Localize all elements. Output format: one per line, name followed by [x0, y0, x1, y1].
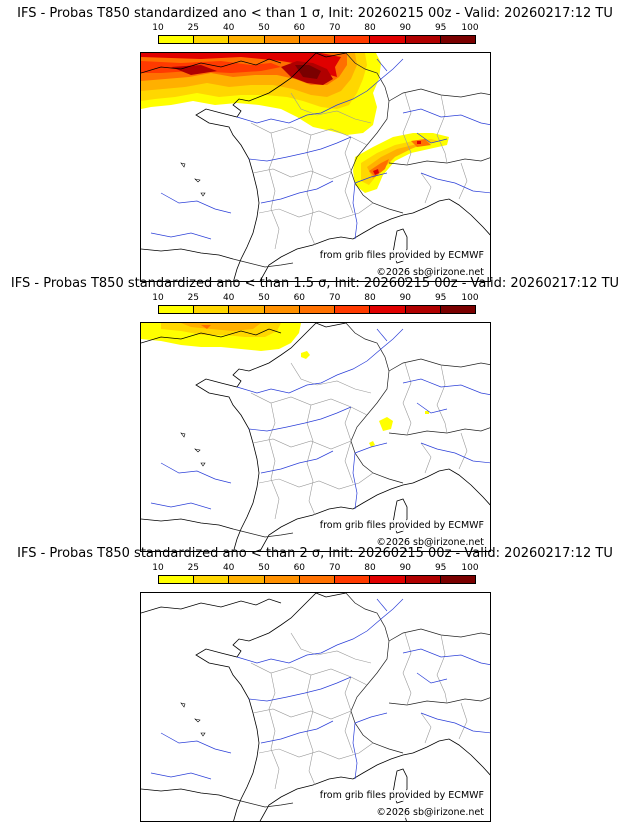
colorbar-swatch [440, 306, 475, 313]
colorbar-tick: 100 [461, 293, 479, 303]
colorbar-swatch [405, 36, 441, 43]
panel-1: IFS - Probas T850 standardized ano < tha… [0, 6, 630, 282]
copyright: ©2026 sb@irizone.net [374, 807, 486, 818]
copyright: ©2026 sb@irizone.net [374, 267, 486, 278]
colorbar-swatch [159, 36, 195, 43]
colorbar-tick: 25 [187, 563, 200, 573]
colorbar-swatch [229, 36, 265, 43]
colorbar-swatch [299, 36, 336, 43]
colorbar-swatch [194, 36, 230, 43]
map-canvas [141, 323, 490, 551]
colorbar-tick: 90 [399, 563, 412, 573]
probability-field [141, 323, 429, 447]
colorbar-swatch [335, 36, 371, 43]
panel-title: IFS - Probas T850 standardized ano < tha… [17, 546, 613, 561]
colorbar-tick: 25 [187, 23, 200, 33]
colorbar-tick: 80 [364, 293, 376, 303]
colorbar: 10 25 40 50 60 70 80 90 95 100 [152, 563, 479, 591]
colorbar-tick: 50 [258, 563, 270, 573]
colorbar-tick: 10 [152, 563, 164, 573]
colorbar-swatch [405, 576, 441, 583]
map-canvas [141, 53, 490, 281]
map: from grib files provided by ECMWF ©2026 … [140, 322, 491, 552]
colorbar-swatch [440, 36, 475, 43]
colorbar-tick: 40 [222, 293, 235, 303]
colorbar-swatch [264, 576, 300, 583]
colorbar-tick: 60 [293, 293, 306, 303]
colorbar-tick: 100 [461, 23, 479, 33]
colorbar-labels: 10 25 40 50 60 70 80 90 95 100 [152, 563, 479, 574]
panel-title: IFS - Probas T850 standardized ano < tha… [17, 6, 613, 21]
colorbar-swatch [405, 306, 441, 313]
colorbar-swatch [264, 306, 300, 313]
colorbar-swatch [194, 576, 230, 583]
colorbar-tick: 60 [293, 563, 306, 573]
source-credit: from grib files provided by ECMWF [317, 520, 486, 531]
colorbar-tick: 95 [434, 23, 447, 33]
colorbar-swatch [370, 36, 406, 43]
colorbar-tick: 40 [222, 563, 235, 573]
colorbar-tick: 60 [293, 23, 306, 33]
map: from grib files provided by ECMWF ©2026 … [140, 52, 491, 282]
map: from grib files provided by ECMWF ©2026 … [140, 592, 491, 822]
colorbar-tick: 80 [364, 23, 376, 33]
colorbar-swatch [440, 576, 475, 583]
colorbar-tick: 70 [328, 563, 341, 573]
colorbar-tick: 100 [461, 563, 479, 573]
colorbar-tick: 10 [152, 23, 164, 33]
colorbar-swatch [194, 306, 230, 313]
panel-3: IFS - Probas T850 standardized ano < tha… [0, 546, 630, 822]
colorbar: 10 25 40 50 60 70 80 90 95 100 [152, 293, 479, 321]
colorbar-swatches [158, 305, 476, 314]
colorbar-tick: 25 [187, 293, 200, 303]
colorbar-swatches [158, 35, 476, 44]
colorbar-swatch [299, 576, 336, 583]
colorbar: 10 25 40 50 60 70 80 90 95 100 [152, 23, 479, 51]
colorbar-tick: 70 [328, 23, 341, 33]
colorbar-tick: 90 [399, 23, 412, 33]
colorbar-labels: 10 25 40 50 60 70 80 90 95 100 [152, 23, 479, 34]
colorbar-tick: 95 [434, 293, 447, 303]
colorbar-tick: 80 [364, 563, 376, 573]
colorbar-swatch [229, 306, 265, 313]
source-credit: from grib files provided by ECMWF [317, 250, 486, 261]
colorbar-tick: 50 [258, 23, 270, 33]
colorbar-tick: 95 [434, 563, 447, 573]
colorbar-swatch [299, 306, 336, 313]
colorbar-swatch [229, 576, 265, 583]
copyright: ©2026 sb@irizone.net [374, 537, 486, 548]
colorbar-swatch [370, 576, 406, 583]
map-canvas [141, 593, 490, 821]
panel-title: IFS - Probas T850 standardized ano < tha… [10, 276, 620, 291]
panel-2: IFS - Probas T850 standardized ano < tha… [0, 276, 630, 552]
colorbar-swatch [264, 36, 300, 43]
colorbar-tick: 50 [258, 293, 270, 303]
colorbar-tick: 40 [222, 23, 235, 33]
colorbar-swatch [159, 306, 195, 313]
colorbar-tick: 10 [152, 293, 164, 303]
colorbar-labels: 10 25 40 50 60 70 80 90 95 100 [152, 293, 479, 304]
colorbar-swatch [159, 576, 195, 583]
colorbar-tick: 90 [399, 293, 412, 303]
colorbar-tick: 70 [328, 293, 341, 303]
source-credit: from grib files provided by ECMWF [317, 790, 486, 801]
colorbar-swatch [370, 306, 406, 313]
colorbar-swatch [335, 306, 371, 313]
colorbar-swatches [158, 575, 476, 584]
colorbar-swatch [335, 576, 371, 583]
